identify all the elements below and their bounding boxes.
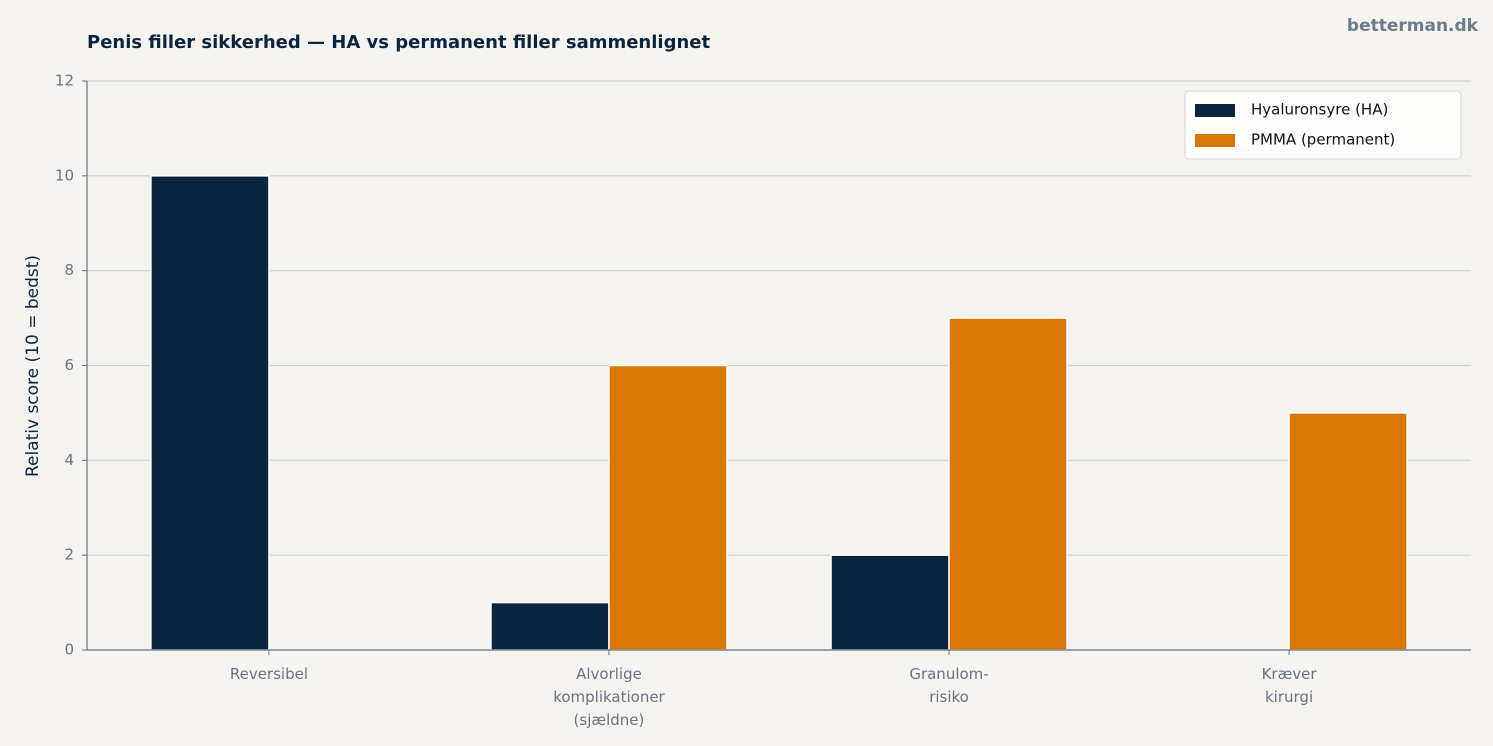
bar bbox=[490, 601, 610, 651]
y-tick-label: 8 bbox=[64, 261, 74, 279]
legend-swatch bbox=[1195, 134, 1235, 147]
y-tick-label: 10 bbox=[55, 166, 74, 184]
y-tick-label: 2 bbox=[64, 546, 74, 564]
y-tick-label: 0 bbox=[64, 641, 74, 659]
chart-title: Penis filler sikkerhed — HA vs permanent… bbox=[87, 32, 710, 53]
x-tick-label: Kræver kirurgi bbox=[1262, 665, 1318, 706]
x-tick-label: Alvorlige komplikationer (sjældne) bbox=[553, 665, 665, 729]
legend-swatch bbox=[1195, 104, 1235, 117]
legend-label: Hyaluronsyre (HA) bbox=[1251, 101, 1388, 119]
bar bbox=[150, 175, 270, 651]
bar bbox=[948, 317, 1068, 651]
watermark: betterman.dk bbox=[1347, 16, 1479, 36]
legend-box bbox=[1184, 90, 1462, 160]
legend-label: PMMA (permanent) bbox=[1251, 131, 1395, 149]
bar bbox=[1288, 412, 1408, 651]
y-tick-label: 6 bbox=[64, 356, 74, 374]
y-tick-label: 4 bbox=[64, 451, 74, 469]
bar bbox=[608, 364, 728, 651]
y-tick-label: 12 bbox=[55, 72, 74, 90]
bar bbox=[830, 554, 950, 651]
x-tick-label: Reversibel bbox=[230, 665, 308, 683]
y-axis-label: Relativ score (10 = bedst) bbox=[23, 255, 43, 477]
x-tick-label: Granulom-risiko bbox=[909, 665, 988, 706]
